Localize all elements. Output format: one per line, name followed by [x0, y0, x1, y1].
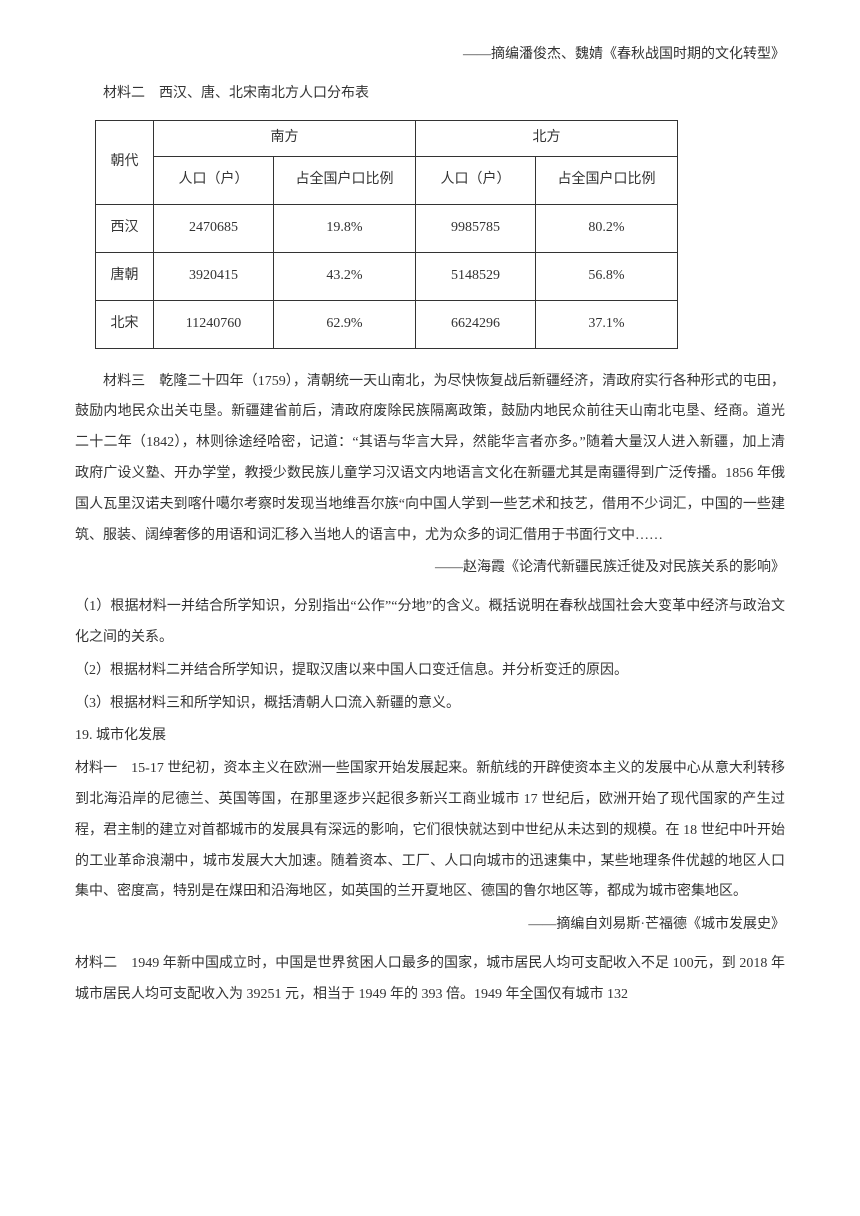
cell-north-ratio: 56.8%	[536, 252, 678, 300]
cell-dynasty: 唐朝	[96, 252, 154, 300]
cell-dynasty: 北宋	[96, 300, 154, 348]
material3-text: 材料三 乾隆二十四年（1759），清朝统一天山南北，为尽快恢复战后新疆经济，清政…	[75, 367, 785, 552]
th-south: 南方	[154, 120, 416, 156]
attribution-mid: ——赵海霞《论清代新疆民族迁徙及对民族关系的影响》	[75, 553, 785, 584]
cell-north-pop: 5148529	[416, 252, 536, 300]
th-north-pop: 人口（户）	[416, 156, 536, 204]
cell-south-ratio: 19.8%	[274, 204, 416, 252]
cell-south-ratio: 43.2%	[274, 252, 416, 300]
material2-title: 材料二 西汉、唐、北宋南北方人口分布表	[75, 79, 785, 110]
cell-south-pop: 3920415	[154, 252, 274, 300]
attribution-top: ——摘编潘俊杰、魏婧《春秋战国时期的文化转型》	[75, 40, 785, 71]
attribution-bottom: ——摘编自刘易斯·芒福德《城市发展史》	[75, 910, 785, 941]
material2b-text: 材料二 1949 年新中国成立时，中国是世界贫困人口最多的国家，城市居民人均可支…	[75, 949, 785, 1011]
cell-north-ratio: 80.2%	[536, 204, 678, 252]
cell-north-ratio: 37.1%	[536, 300, 678, 348]
table-row: 唐朝 3920415 43.2% 5148529 56.8%	[96, 252, 678, 300]
table-row: 西汉 2470685 19.8% 9985785 80.2%	[96, 204, 678, 252]
question-1: （1）根据材料一并结合所学知识，分别指出“公作”“分地”的含义。概括说明在春秋战…	[75, 592, 785, 654]
population-table: 朝代 南方 北方 人口（户） 占全国户口比例 人口（户） 占全国户口比例 西汉 …	[95, 120, 678, 349]
cell-south-pop: 11240760	[154, 300, 274, 348]
th-south-pop: 人口（户）	[154, 156, 274, 204]
th-north-ratio: 占全国户口比例	[536, 156, 678, 204]
th-north: 北方	[416, 120, 678, 156]
th-south-ratio: 占全国户口比例	[274, 156, 416, 204]
question-19: 19. 城市化发展	[75, 721, 785, 752]
material1b-text: 材料一 15-17 世纪初，资本主义在欧洲一些国家开始发展起来。新航线的开辟使资…	[75, 754, 785, 908]
table-row: 北宋 11240760 62.9% 6624296 37.1%	[96, 300, 678, 348]
cell-north-pop: 6624296	[416, 300, 536, 348]
cell-south-ratio: 62.9%	[274, 300, 416, 348]
cell-south-pop: 2470685	[154, 204, 274, 252]
question-2: （2）根据材料二并结合所学知识，提取汉唐以来中国人口变迁信息。并分析变迁的原因。	[75, 656, 785, 687]
question-3: （3）根据材料三和所学知识，概括清朝人口流入新疆的意义。	[75, 689, 785, 720]
cell-dynasty: 西汉	[96, 204, 154, 252]
cell-north-pop: 9985785	[416, 204, 536, 252]
th-dynasty: 朝代	[96, 120, 154, 204]
